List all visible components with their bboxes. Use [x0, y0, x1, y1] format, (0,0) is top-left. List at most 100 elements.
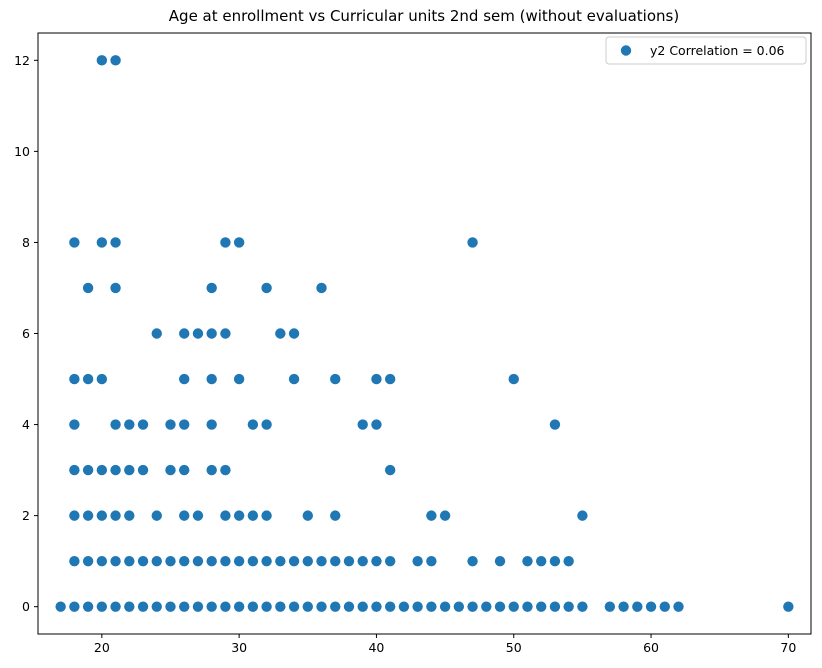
- data-point: [110, 555, 121, 567]
- data-point: [357, 601, 368, 612]
- data-point: [137, 555, 149, 567]
- data-point: [110, 601, 121, 612]
- data-point: [371, 555, 382, 567]
- data-point: [261, 282, 272, 294]
- data-point: [82, 464, 94, 476]
- x-axis: 20 30 40 50 60 70: [94, 634, 796, 655]
- data-point: [508, 601, 519, 612]
- data-point: [192, 601, 204, 612]
- data-point: [330, 510, 341, 521]
- data-point: [261, 601, 272, 612]
- data-point: [179, 601, 190, 612]
- x-tick-label: 70: [780, 640, 796, 655]
- data-point: [233, 601, 245, 612]
- data-point: [371, 601, 382, 612]
- data-point: [398, 601, 410, 612]
- x-tick-label: 60: [643, 640, 659, 655]
- data-point: [206, 464, 217, 476]
- data-point: [549, 601, 561, 612]
- data-point: [384, 373, 396, 385]
- data-point: [179, 328, 190, 339]
- y-tick-label: 4: [22, 417, 30, 432]
- data-point: [508, 373, 519, 385]
- data-point: [439, 510, 451, 521]
- data-point: [220, 464, 231, 476]
- y-tick-label: 2: [22, 508, 30, 523]
- x-tick-label: 50: [506, 640, 522, 655]
- data-point: [577, 601, 588, 612]
- data-point: [179, 373, 190, 385]
- data-point: [563, 555, 574, 567]
- data-point: [220, 601, 231, 612]
- data-point: [302, 555, 313, 567]
- data-point: [316, 601, 327, 612]
- y-axis: 0 2 4 6 8 10 12: [14, 53, 38, 614]
- data-point: [124, 510, 135, 521]
- data-point: [302, 601, 313, 612]
- data-point: [55, 601, 66, 612]
- data-point: [302, 510, 313, 521]
- data-point: [426, 510, 437, 521]
- data-point: [179, 419, 190, 430]
- data-point: [426, 555, 437, 567]
- data-point: [206, 328, 217, 339]
- data-point: [275, 601, 286, 612]
- data-point: [124, 464, 135, 476]
- data-point: [618, 601, 629, 612]
- data-point: [467, 601, 478, 612]
- data-point: [110, 237, 121, 248]
- data-point: [69, 510, 80, 521]
- data-point: [604, 601, 616, 612]
- data-point: [316, 282, 327, 294]
- data-point: [165, 555, 176, 567]
- data-point: [165, 601, 176, 612]
- data-point: [275, 555, 286, 567]
- data-point: [371, 419, 382, 430]
- data-point: [288, 555, 300, 567]
- data-point: [124, 555, 135, 567]
- data-point: [179, 510, 190, 521]
- data-point: [247, 555, 259, 567]
- data-point: [261, 510, 272, 521]
- data-point: [192, 510, 204, 521]
- x-tick-label: 30: [231, 640, 247, 655]
- y-tick-label: 6: [22, 326, 30, 341]
- data-point: [632, 601, 643, 612]
- data-point: [494, 601, 506, 612]
- data-point: [330, 373, 341, 385]
- data-point: [137, 419, 149, 430]
- data-points: [55, 55, 794, 612]
- data-point: [522, 601, 533, 612]
- data-point: [549, 555, 561, 567]
- data-point: [151, 328, 162, 339]
- y-tick-label: 12: [14, 53, 30, 68]
- y-tick-label: 10: [14, 144, 30, 159]
- data-point: [179, 464, 190, 476]
- data-point: [439, 601, 451, 612]
- data-point: [82, 282, 94, 294]
- data-point: [673, 601, 684, 612]
- data-point: [165, 464, 176, 476]
- data-point: [288, 373, 300, 385]
- data-point: [192, 328, 204, 339]
- data-point: [384, 555, 396, 567]
- data-point: [426, 601, 437, 612]
- data-point: [110, 510, 121, 521]
- data-point: [233, 237, 245, 248]
- data-point: [261, 555, 272, 567]
- data-point: [343, 601, 355, 612]
- data-point: [233, 373, 245, 385]
- data-point: [384, 464, 396, 476]
- legend-label: y2 Correlation = 0.06: [650, 43, 785, 58]
- data-point: [69, 555, 80, 567]
- data-point: [577, 510, 588, 521]
- data-point: [179, 555, 190, 567]
- data-point: [69, 373, 80, 385]
- data-point: [412, 601, 423, 612]
- data-point: [82, 555, 94, 567]
- data-point: [467, 237, 478, 248]
- data-point: [536, 555, 547, 567]
- data-point: [96, 601, 108, 612]
- data-point: [357, 555, 368, 567]
- data-point: [549, 419, 561, 430]
